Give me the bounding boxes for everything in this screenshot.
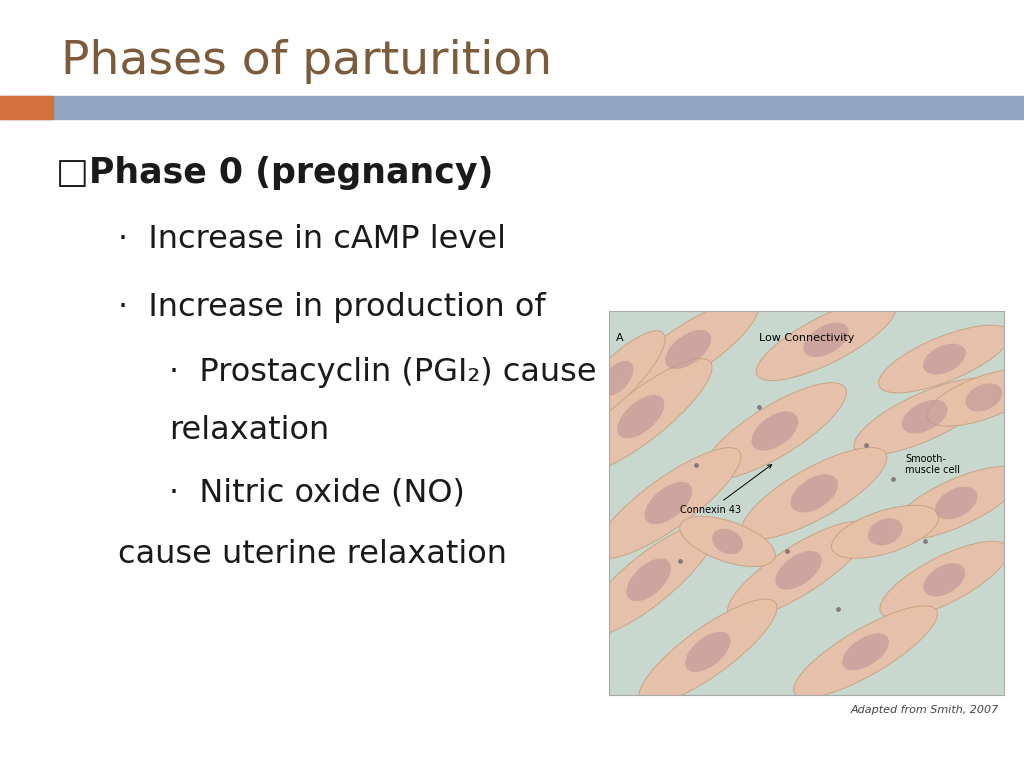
Ellipse shape [685,631,730,672]
Ellipse shape [617,395,665,439]
Ellipse shape [728,521,869,619]
Ellipse shape [617,300,759,399]
Ellipse shape [927,369,1024,426]
Text: Connexin 43: Connexin 43 [680,465,772,515]
Ellipse shape [924,563,966,597]
Ellipse shape [569,359,712,475]
Text: Phases of parturition: Phases of parturition [61,39,553,84]
Text: Low Connectivity: Low Connectivity [759,333,854,343]
Ellipse shape [627,558,671,601]
Text: ·  Increase in production of: · Increase in production of [118,292,546,323]
Text: relaxation: relaxation [169,415,329,445]
Ellipse shape [703,382,847,479]
Ellipse shape [639,599,777,704]
Text: cause uterine relaxation: cause uterine relaxation [118,539,507,570]
Ellipse shape [601,361,634,396]
Ellipse shape [794,606,938,698]
Ellipse shape [854,378,995,455]
Ellipse shape [757,299,896,381]
Ellipse shape [752,412,799,451]
Bar [0,96,53,119]
Text: Smooth-
muscle cell: Smooth- muscle cell [905,454,959,475]
Ellipse shape [741,448,887,539]
Text: ·  Nitric oxide (NO): · Nitric oxide (NO) [169,478,465,508]
Ellipse shape [596,448,741,558]
Ellipse shape [880,541,1009,618]
Ellipse shape [775,551,821,590]
Ellipse shape [831,505,939,558]
Ellipse shape [569,331,665,425]
Text: □Phase 0 (pregnancy): □Phase 0 (pregnancy) [56,156,494,190]
Ellipse shape [680,516,775,567]
Ellipse shape [804,323,849,357]
Ellipse shape [791,475,838,512]
Ellipse shape [902,400,947,433]
Ellipse shape [868,518,902,545]
Ellipse shape [582,523,716,637]
Text: ·  Increase in cAMP level: · Increase in cAMP level [118,224,506,255]
Text: A: A [616,333,624,343]
Ellipse shape [842,634,889,670]
Ellipse shape [891,466,1021,540]
Ellipse shape [935,487,977,519]
Ellipse shape [666,329,711,369]
Ellipse shape [966,383,1002,412]
Ellipse shape [644,482,692,525]
Ellipse shape [879,325,1011,393]
Text: Adapted from Smith, 2007: Adapted from Smith, 2007 [850,705,998,716]
Ellipse shape [923,343,966,375]
Ellipse shape [712,528,743,554]
Bar [0,96,1024,119]
Text: ·  Prostacyclin (PGI₂) cause uterine: · Prostacyclin (PGI₂) cause uterine [169,357,721,388]
